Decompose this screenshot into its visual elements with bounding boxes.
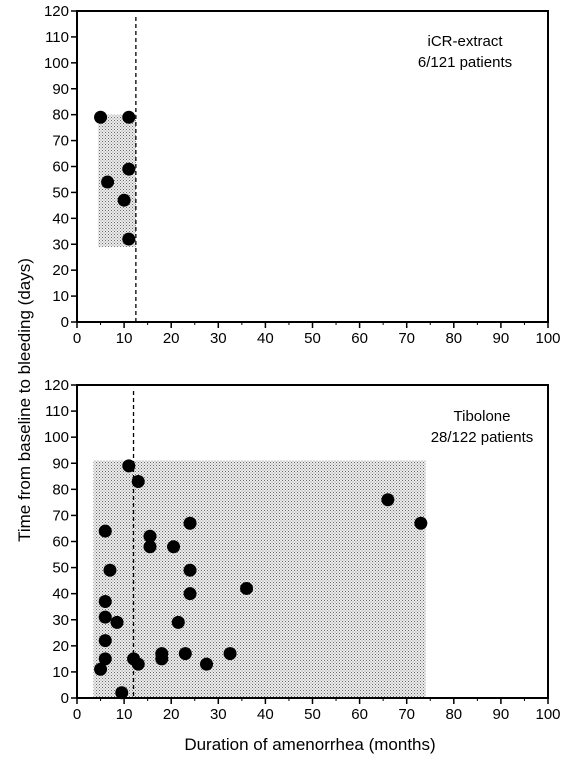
- x-tick-label: 10: [116, 706, 133, 723]
- data-point: [414, 516, 428, 530]
- y-tick-label: 120: [44, 377, 69, 394]
- x-tick-label: 50: [304, 330, 321, 347]
- data-point: [122, 459, 136, 473]
- y-tick-label: 70: [52, 133, 69, 150]
- data-point: [381, 493, 395, 507]
- x-tick-label: 30: [210, 330, 227, 347]
- data-point: [171, 615, 185, 629]
- y-tick-label: 0: [61, 690, 69, 707]
- x-tick-label: 100: [535, 706, 560, 723]
- chart-panel-icr-extract: 0 10 20 30 40 50 60 70 80 90 100 0 10 20 30 40 50 60 70 80 9…: [44, 3, 561, 347]
- annotation-text: iCR-extract: [427, 33, 503, 50]
- y-tick-label: 20: [52, 638, 69, 655]
- data-point: [131, 657, 145, 671]
- x-tick-label: 10: [116, 330, 133, 347]
- y-tick-label: 80: [52, 481, 69, 498]
- x-tick-label: 100: [535, 330, 560, 347]
- data-point: [223, 647, 237, 661]
- data-point: [178, 647, 192, 661]
- y-tick-label: 70: [52, 507, 69, 524]
- data-point: [183, 563, 197, 577]
- x-tick-label: 60: [351, 330, 368, 347]
- shaded-region: [93, 460, 426, 698]
- y-tick-label: 60: [52, 159, 69, 176]
- chart-panel-tibolone: 0 10 20 30 40 50 60 70 80 90 100 0 10 20 30 40 50 60 70 80 9…: [44, 377, 561, 723]
- data-point: [98, 524, 112, 538]
- data-point: [200, 657, 214, 671]
- y-tick-label: 30: [52, 236, 69, 253]
- data-point: [98, 594, 112, 608]
- y-tick-label: 40: [52, 586, 69, 603]
- x-tick-label: 40: [257, 330, 274, 347]
- x-tick-label: 80: [445, 330, 462, 347]
- data-point: [98, 652, 112, 666]
- annotation-text: 6/121 patients: [418, 54, 512, 71]
- y-tick-label: 30: [52, 612, 69, 629]
- annotation-text: 28/122 patients: [431, 429, 534, 446]
- x-tick-label: 70: [398, 706, 415, 723]
- y-tick-label: 120: [44, 3, 69, 20]
- y-tick-label: 90: [52, 81, 69, 98]
- y-tick-label: 0: [61, 314, 69, 331]
- x-tick-label: 20: [163, 330, 180, 347]
- data-point: [240, 581, 254, 595]
- x-tick-label: 90: [493, 330, 510, 347]
- data-point: [183, 516, 197, 530]
- x-tick-label: 60: [351, 706, 368, 723]
- x-axis-label: Duration of amenorrhea (months): [184, 735, 435, 754]
- x-tick-label: 80: [445, 706, 462, 723]
- data-point: [122, 110, 136, 124]
- x-tick-label: 0: [73, 706, 81, 723]
- data-point: [103, 563, 117, 577]
- x-tick-label: 90: [493, 706, 510, 723]
- y-tick-label: 100: [44, 55, 69, 72]
- x-tick-label: 70: [398, 330, 415, 347]
- data-point: [101, 175, 115, 189]
- data-point: [143, 529, 157, 543]
- y-tick-label: 10: [52, 664, 69, 681]
- x-tick-label: 30: [210, 706, 227, 723]
- y-tick-label: 50: [52, 560, 69, 577]
- y-tick-label: 40: [52, 210, 69, 227]
- data-point: [167, 540, 181, 554]
- y-tick-label: 110: [45, 29, 69, 46]
- y-axis-label: Time from baseline to bleeding (days): [15, 258, 34, 542]
- y-tick-label: 10: [52, 288, 69, 305]
- data-point: [122, 162, 136, 176]
- y-tick-label: 20: [52, 262, 69, 279]
- x-tick-label: 0: [73, 330, 81, 347]
- y-tick-label: 100: [44, 429, 69, 446]
- y-tick-label: 60: [52, 534, 69, 551]
- data-point: [183, 587, 197, 601]
- data-point: [122, 232, 136, 246]
- y-tick-label: 90: [52, 455, 69, 472]
- data-point: [94, 110, 108, 124]
- data-point: [98, 634, 112, 648]
- data-point: [155, 652, 169, 666]
- y-tick-label: 50: [52, 184, 69, 201]
- x-tick-label: 20: [163, 706, 180, 723]
- data-point: [98, 610, 112, 624]
- data-point: [94, 662, 108, 676]
- data-point: [131, 475, 145, 489]
- x-tick-label: 50: [304, 706, 321, 723]
- y-tick-label: 80: [52, 107, 69, 124]
- data-point: [110, 615, 124, 629]
- data-point: [117, 193, 131, 207]
- y-tick-label: 110: [45, 403, 69, 420]
- x-tick-label: 40: [257, 706, 274, 723]
- data-point: [143, 540, 157, 554]
- annotation-text: Tibolone: [454, 408, 511, 425]
- data-point: [115, 686, 129, 700]
